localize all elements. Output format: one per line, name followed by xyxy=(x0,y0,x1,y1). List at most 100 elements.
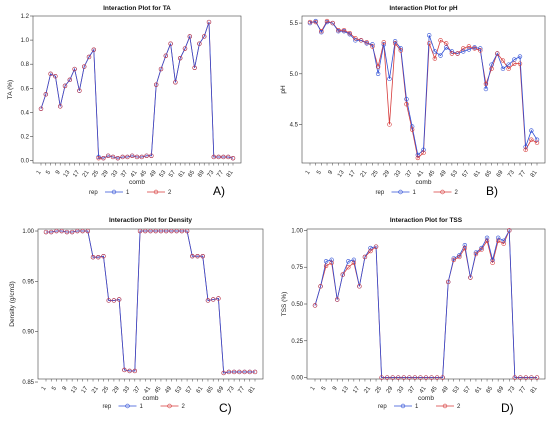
data-point-rep-1 xyxy=(370,42,375,47)
data-point-rep-1 xyxy=(96,154,101,160)
data-point-rep-2 xyxy=(57,104,63,109)
x-tick-label: 69 xyxy=(496,169,505,178)
data-point-rep-2 xyxy=(49,229,54,235)
data-point-rep-2 xyxy=(362,254,368,260)
data-point-rep-2 xyxy=(512,375,517,380)
x-tick-label: 13 xyxy=(63,169,72,178)
data-point-rep-1 xyxy=(323,259,329,264)
x-tick-label: 5 xyxy=(51,385,58,392)
data-point-rep-2 xyxy=(418,375,423,380)
y-tick-label: 0.6 xyxy=(21,86,30,92)
x-tick-label: 1 xyxy=(36,169,43,176)
data-point-rep-2 xyxy=(86,54,92,60)
x-tick-label: 9 xyxy=(62,385,69,392)
data-point-rep-2 xyxy=(173,80,178,85)
data-point-rep-2 xyxy=(473,251,479,257)
data-point-rep-2 xyxy=(501,241,506,246)
data-point-rep-2 xyxy=(101,253,106,259)
chart-title: Interaction Plot for pH xyxy=(389,5,458,12)
series-line-rep-2 xyxy=(40,21,234,159)
data-point-rep-2 xyxy=(178,55,183,61)
x-tick-label: 77 xyxy=(216,169,225,178)
data-point-rep-2 xyxy=(534,375,540,380)
data-point-rep-2 xyxy=(67,77,73,83)
x-tick-label: 49 xyxy=(439,169,448,178)
data-point-rep-2 xyxy=(495,51,500,56)
data-point-rep-1 xyxy=(462,242,468,248)
data-point-rep-2 xyxy=(134,154,140,160)
data-point-rep-2 xyxy=(116,297,122,302)
data-point-rep-2 xyxy=(426,41,432,46)
data-point-rep-2 xyxy=(307,19,313,25)
y-tick-label: 1.00 xyxy=(22,229,34,235)
data-point-rep-2 xyxy=(398,48,403,53)
legend-label-rep-2: 2 xyxy=(182,404,186,410)
data-point-rep-1 xyxy=(392,39,398,44)
data-point-rep-2 xyxy=(184,228,190,234)
data-point-rep-2 xyxy=(226,369,232,375)
data-point-rep-1 xyxy=(466,47,472,52)
data-point-rep-2 xyxy=(396,375,401,380)
x-tick-label: 1 xyxy=(305,169,312,176)
data-point-rep-2 xyxy=(182,46,188,51)
data-point-rep-2 xyxy=(192,65,197,71)
x-tick-label: 13 xyxy=(70,385,79,394)
x-tick-label: 21 xyxy=(360,169,369,178)
data-point-rep-1 xyxy=(501,238,506,243)
data-point-rep-2 xyxy=(484,238,490,243)
legend-marker-rep-2 xyxy=(442,403,448,409)
data-point-rep-2 xyxy=(444,41,449,46)
data-point-rep-2 xyxy=(404,101,409,107)
data-point-rep-2 xyxy=(226,154,231,160)
data-point-rep-2 xyxy=(48,71,53,77)
x-tick-label: 65 xyxy=(206,385,215,394)
x-tick-label: 37 xyxy=(408,385,417,394)
data-point-rep-2 xyxy=(407,375,412,380)
data-point-rep-1 xyxy=(368,245,373,251)
data-point-rep-1 xyxy=(523,144,528,149)
data-point-rep-2 xyxy=(179,228,185,234)
data-point-rep-2 xyxy=(153,228,158,234)
data-point-rep-2 xyxy=(451,257,456,263)
x-tick-label: 29 xyxy=(386,385,395,394)
data-point-rep-2 xyxy=(115,155,121,161)
data-point-rep-2 xyxy=(392,41,398,46)
legend: rep 1 2 xyxy=(103,403,186,410)
data-point-rep-2 xyxy=(421,150,426,156)
data-point-rep-1 xyxy=(529,128,534,133)
data-point-rep-2 xyxy=(495,238,501,243)
y-tick-label: 0.0 xyxy=(21,159,30,165)
legend-label-rep-1: 1 xyxy=(126,190,130,196)
y-axis-label: pH xyxy=(280,85,287,94)
data-point-rep-2 xyxy=(346,265,351,270)
data-point-rep-2 xyxy=(197,41,202,46)
data-point-rep-2 xyxy=(163,53,169,58)
data-point-rep-1 xyxy=(409,124,415,129)
data-point-rep-2 xyxy=(370,44,375,49)
data-point-rep-2 xyxy=(54,228,59,234)
data-point-rep-2 xyxy=(132,368,138,374)
legend-label-rep-2: 2 xyxy=(455,190,459,196)
series-line-rep-1 xyxy=(40,21,234,159)
data-point-rep-2 xyxy=(440,375,445,380)
data-point-rep-2 xyxy=(455,51,460,56)
data-point-rep-2 xyxy=(423,375,429,380)
x-tick-label: 49 xyxy=(149,169,158,178)
x-tick-label: 41 xyxy=(143,385,152,394)
legend: rep 1 2 xyxy=(376,189,459,196)
data-point-rep-2 xyxy=(187,34,193,39)
x-tick-label: 61 xyxy=(196,385,205,394)
legend-label-rep-2: 2 xyxy=(457,404,461,410)
data-point-rep-2 xyxy=(523,147,528,153)
x-axis-label: comb xyxy=(416,179,432,186)
x-tick-label: 29 xyxy=(101,169,110,178)
x-tick-label: 77 xyxy=(519,169,528,178)
data-point-rep-1 xyxy=(426,33,432,38)
data-point-rep-1 xyxy=(421,147,426,153)
data-point-rep-2 xyxy=(211,297,216,302)
data-point-rep-2 xyxy=(195,253,200,259)
data-point-rep-2 xyxy=(72,66,77,72)
data-point-rep-1 xyxy=(483,86,489,92)
